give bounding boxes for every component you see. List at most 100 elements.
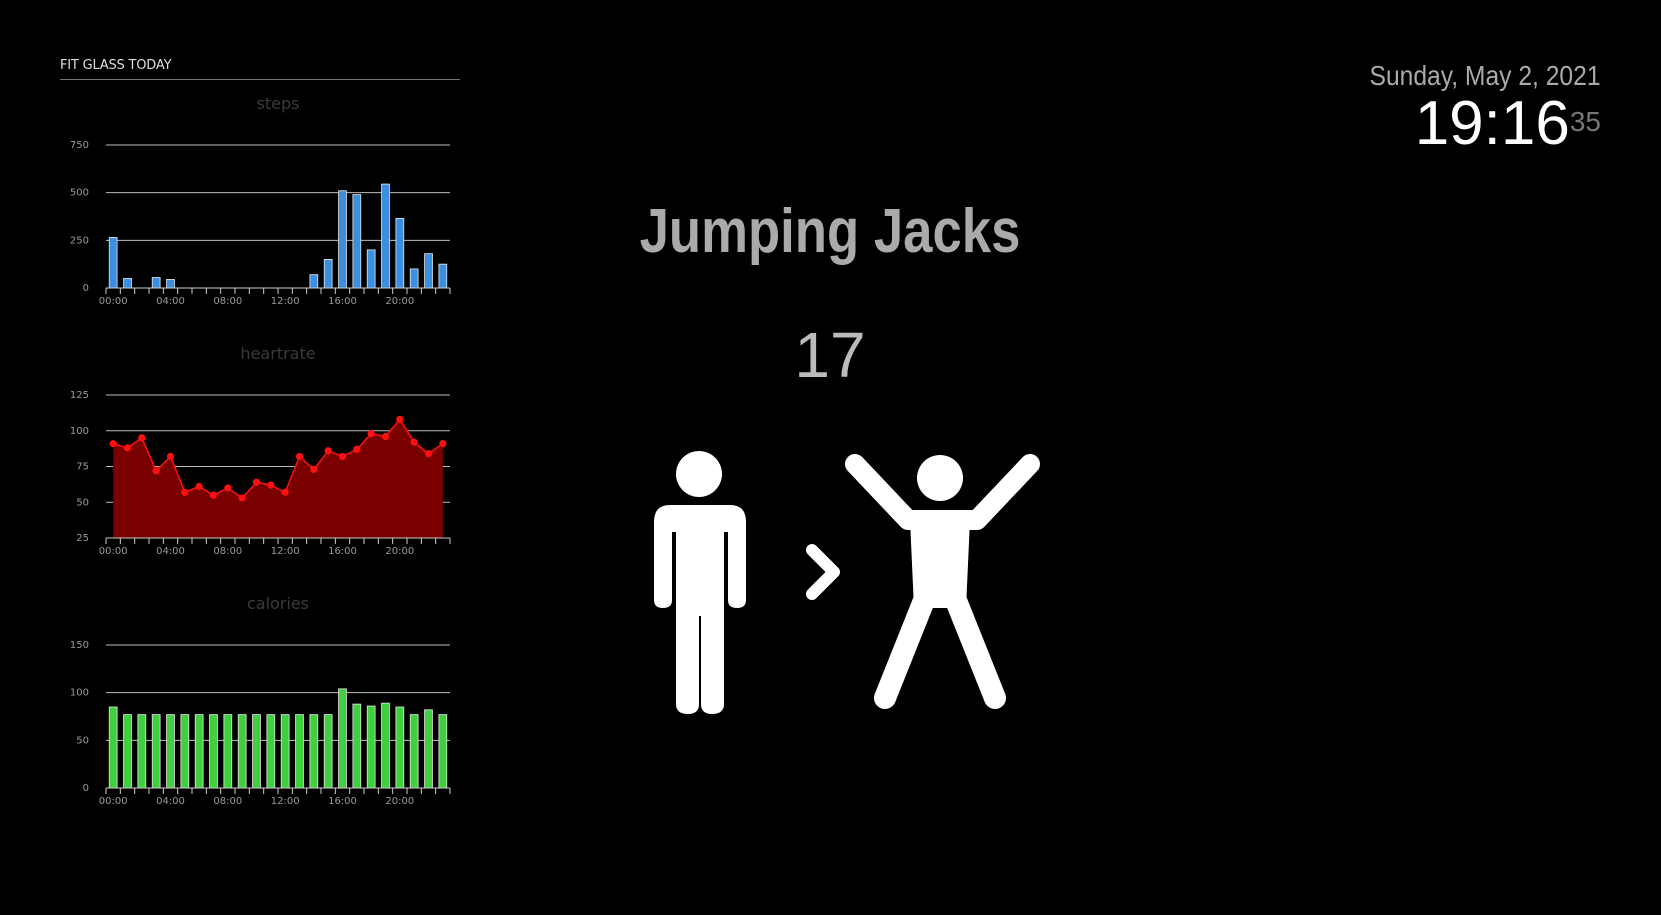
chart-bar xyxy=(424,253,433,289)
chart-bar xyxy=(309,274,319,289)
chart-point xyxy=(224,484,232,492)
x-tick-label: 16:00 xyxy=(328,296,357,307)
chart-point xyxy=(267,481,275,489)
chart-point xyxy=(138,434,146,442)
chart-point xyxy=(310,465,318,473)
chart-title: calories xyxy=(247,594,309,613)
chart-point xyxy=(424,450,433,458)
y-tick-label: 125 xyxy=(70,390,89,401)
clock-date: Sunday, May 2, 2021 xyxy=(1369,60,1601,91)
chart-bar xyxy=(338,190,347,289)
chart-bar xyxy=(438,263,448,289)
x-tick-label: 08:00 xyxy=(213,296,242,307)
x-tick-label: 16:00 xyxy=(328,546,357,557)
chart-bar xyxy=(123,278,132,289)
chart-point xyxy=(410,438,418,446)
chart-bar xyxy=(223,714,233,789)
x-tick-label: 04:00 xyxy=(156,296,185,307)
clock-hours-minutes: 19:16 xyxy=(1414,89,1570,158)
clock-seconds: 35 xyxy=(1569,106,1601,137)
chart-bar xyxy=(137,714,147,789)
x-tick-label: 12:00 xyxy=(271,796,300,807)
y-tick-label: 25 xyxy=(76,533,89,544)
y-tick-label: 500 xyxy=(70,188,89,199)
chart-bar xyxy=(438,714,448,789)
chart-point xyxy=(367,430,375,438)
y-tick-label: 50 xyxy=(76,735,89,746)
chart-point xyxy=(338,452,347,461)
y-tick-label: 75 xyxy=(76,462,89,473)
chart-bar xyxy=(366,249,376,289)
chart-bar xyxy=(323,714,333,789)
chart-point xyxy=(324,447,332,455)
chart-bar xyxy=(409,268,419,289)
chart-bar xyxy=(323,258,333,289)
heartrate-chart: heartrate 25 50 75 100 125 00:00 04:00 08:00 12:0… xyxy=(70,344,451,557)
chart-point xyxy=(381,432,390,441)
y-tick-label: 100 xyxy=(70,426,89,437)
chart-bar xyxy=(395,706,405,789)
chart-bar xyxy=(395,218,405,289)
x-tick-label: 00:00 xyxy=(99,796,128,807)
exercise-illustration xyxy=(654,451,1040,714)
x-tick-label: 04:00 xyxy=(156,796,185,807)
chart-title: steps xyxy=(257,94,300,113)
chart-point xyxy=(252,478,261,486)
y-tick-label: 0 xyxy=(83,283,89,294)
chart-point xyxy=(166,452,175,461)
chart-bar xyxy=(352,194,362,289)
y-tick-label: 250 xyxy=(70,235,89,246)
x-tick-label: 08:00 xyxy=(213,546,242,557)
chart-bar xyxy=(381,183,390,289)
standing-person-icon xyxy=(654,451,746,714)
chart-point xyxy=(281,488,289,496)
chart-point xyxy=(195,482,203,491)
chart-bar xyxy=(366,705,376,789)
chart-bar xyxy=(424,709,433,789)
x-tick-label: 20:00 xyxy=(385,546,414,557)
chart-bar xyxy=(409,714,419,789)
y-tick-label: 100 xyxy=(70,688,89,699)
x-tick-label: 20:00 xyxy=(385,796,414,807)
chart-point xyxy=(353,445,361,453)
module-header: FIT GLASS TODAY xyxy=(60,58,460,80)
chart-bar xyxy=(108,237,118,289)
x-tick-label: 12:00 xyxy=(271,546,300,557)
chevron-right-icon xyxy=(806,544,840,600)
x-tick-label: 00:00 xyxy=(99,546,128,557)
exercise-name: Jumping Jacks xyxy=(639,197,1021,266)
chart-bar xyxy=(151,714,161,789)
chart-point xyxy=(181,488,189,496)
x-tick-label: 20:00 xyxy=(385,296,414,307)
jumping-person-icon xyxy=(845,454,1040,709)
x-tick-label: 16:00 xyxy=(328,796,357,807)
y-tick-label: 150 xyxy=(70,640,89,651)
chart-point xyxy=(238,494,246,502)
chart-bar xyxy=(166,279,175,289)
chart-area xyxy=(113,419,443,538)
chart-point xyxy=(152,467,160,475)
chart-point xyxy=(295,452,304,461)
y-tick-label: 0 xyxy=(83,783,89,794)
chart-point xyxy=(439,440,447,448)
steps-chart: steps 0 250 500 750 00:00 04:00 08:00 12:00 16:00… xyxy=(70,94,451,307)
chart-bar xyxy=(180,714,190,789)
chart-bar xyxy=(309,714,319,789)
chart-bar xyxy=(266,714,276,789)
chart-bar xyxy=(338,688,347,789)
chart-bar xyxy=(209,714,218,789)
chart-title: heartrate xyxy=(240,344,315,363)
chart-bar xyxy=(381,702,390,789)
chart-point xyxy=(209,491,218,499)
chart-bar xyxy=(252,714,261,789)
x-tick-label: 04:00 xyxy=(156,546,185,557)
y-tick-label: 50 xyxy=(76,497,89,508)
chart-bar xyxy=(108,706,118,789)
chart-bar xyxy=(194,714,204,789)
chart-point xyxy=(109,440,117,448)
x-tick-label: 08:00 xyxy=(213,796,242,807)
exercise-count: 17 xyxy=(794,319,866,391)
chart-point xyxy=(123,444,132,452)
clock: Sunday, May 2, 2021 19:1635 xyxy=(1338,60,1601,155)
clock-time: 19:1635 xyxy=(1338,93,1601,155)
